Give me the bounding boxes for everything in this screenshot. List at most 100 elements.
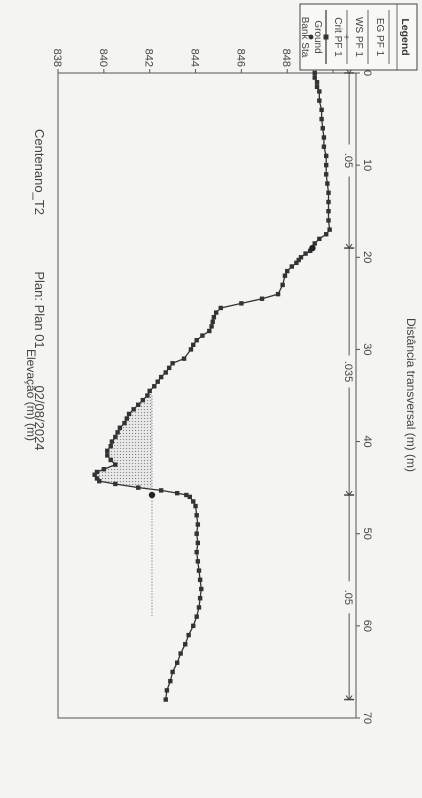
water-fill bbox=[94, 390, 152, 488]
ground-point-8 bbox=[320, 126, 325, 131]
ground-point-31 bbox=[282, 273, 288, 278]
ground-point-99 bbox=[174, 660, 180, 665]
ground-point-77 bbox=[158, 488, 164, 493]
ground-point-48 bbox=[166, 365, 172, 371]
ground-point-37 bbox=[213, 310, 219, 315]
ground-point-30 bbox=[285, 268, 290, 274]
ground-point-75 bbox=[113, 481, 118, 487]
ground-point-60 bbox=[122, 420, 127, 426]
title-middle: Plan: Plan 01 bbox=[32, 271, 47, 348]
ground-point-45 bbox=[188, 347, 194, 352]
ground-point-40 bbox=[209, 324, 214, 329]
ground-point-97 bbox=[183, 642, 188, 647]
ground-point-101 bbox=[168, 678, 173, 684]
ground-point-55 bbox=[140, 397, 146, 403]
legend-eg-label: EG PF 1 bbox=[374, 18, 385, 57]
manning-label-1: .035 bbox=[342, 361, 354, 382]
ground-point-83 bbox=[194, 513, 199, 518]
ground-point-52 bbox=[152, 384, 157, 389]
ground-point-80 bbox=[187, 494, 193, 500]
legend-ground-marker bbox=[323, 34, 329, 40]
ground-point-2 bbox=[314, 80, 320, 85]
bank-station-1 bbox=[148, 491, 156, 499]
ground-point-67 bbox=[105, 453, 110, 458]
ground-point-44 bbox=[191, 342, 196, 348]
ground-point-89 bbox=[196, 568, 202, 573]
ground-point-43 bbox=[194, 338, 199, 343]
ground-point-103 bbox=[163, 697, 168, 702]
ground-point-84 bbox=[195, 522, 201, 527]
ground-point-3 bbox=[314, 84, 320, 90]
ground-point-94 bbox=[194, 614, 199, 619]
ground-point-65 bbox=[108, 443, 113, 449]
ground-point-68 bbox=[108, 457, 113, 463]
x-tick-label-1: 10 bbox=[361, 159, 373, 171]
ground-point-58 bbox=[126, 411, 132, 417]
ground-point-20 bbox=[324, 232, 329, 237]
legend-title: Legend bbox=[399, 18, 411, 55]
axis-ticks: 010203040506070838840842844846848850 bbox=[51, 49, 373, 724]
manning-label-0: .05 bbox=[342, 153, 354, 168]
ground-point-87 bbox=[194, 549, 199, 555]
manning-arrow-2 bbox=[345, 490, 353, 496]
y-tick-label-0: 838 bbox=[51, 49, 63, 67]
ground-point-59 bbox=[124, 416, 129, 421]
ground-point-72 bbox=[92, 472, 97, 477]
ground-point-7 bbox=[319, 116, 324, 122]
ground-point-81 bbox=[191, 499, 196, 504]
ground-point-85 bbox=[194, 531, 199, 536]
ground-point-102 bbox=[164, 688, 170, 693]
ground-point-100 bbox=[170, 669, 175, 675]
ground-point-64 bbox=[109, 439, 115, 444]
manning-label-2: .05 bbox=[342, 590, 354, 605]
plot-area bbox=[57, 72, 357, 719]
ground-point-54 bbox=[145, 393, 150, 398]
y-tick-label-1: 840 bbox=[97, 49, 109, 67]
legend-crit-label: Crit PF 1 bbox=[332, 17, 343, 57]
legend-bank-label: Bank Sta bbox=[299, 17, 310, 58]
ground-point-50 bbox=[158, 374, 164, 380]
manning-arrow-1 bbox=[345, 243, 353, 249]
ground-point-56 bbox=[136, 402, 141, 407]
ground-point-42 bbox=[200, 333, 205, 338]
ground-point-15 bbox=[326, 190, 331, 195]
ground-point-63 bbox=[113, 434, 118, 440]
x-tick-label-3: 30 bbox=[361, 343, 373, 355]
ground-point-91 bbox=[199, 586, 204, 592]
ground-line bbox=[93, 73, 331, 700]
legend-ground-label: Ground bbox=[312, 20, 323, 53]
ground-point-11 bbox=[324, 153, 329, 159]
legend-crit-marker: + bbox=[340, 34, 351, 40]
manning-arrow-3 bbox=[345, 695, 353, 701]
x-axis-label: Distância transversal (m) (m) bbox=[404, 318, 418, 472]
bank-station-0 bbox=[309, 244, 316, 252]
ground-point-14 bbox=[325, 181, 330, 186]
ground-point-35 bbox=[239, 301, 244, 306]
ground-point-96 bbox=[186, 632, 191, 638]
ground-point-1 bbox=[312, 75, 317, 80]
ground-point-22 bbox=[312, 241, 317, 246]
ground-point-6 bbox=[319, 107, 324, 113]
ground-point-5 bbox=[317, 98, 322, 103]
x-tick-label-7: 70 bbox=[361, 712, 373, 724]
x-tick-label-6: 60 bbox=[361, 620, 373, 632]
y-axis-label: Elevação (m) (m) bbox=[24, 349, 38, 441]
ground-point-10 bbox=[321, 144, 327, 149]
ground-point-36 bbox=[218, 305, 223, 311]
ground-point-62 bbox=[115, 430, 120, 435]
ground-point-28 bbox=[294, 260, 299, 266]
chart-title: Centenano_T2 Plan: Plan 01 02/08/2024 bbox=[32, 129, 47, 451]
ground-point-49 bbox=[163, 370, 168, 375]
legend-bank-marker bbox=[308, 34, 314, 40]
ground-point-32 bbox=[280, 282, 285, 288]
title-right: 02/08/2024 bbox=[32, 385, 47, 450]
data-layer bbox=[92, 70, 332, 702]
y-tick-label-5: 848 bbox=[280, 49, 292, 67]
ground-point-4 bbox=[317, 89, 322, 94]
ground-point-16 bbox=[326, 199, 331, 205]
ground-point-78 bbox=[174, 490, 180, 496]
ground-point-61 bbox=[117, 425, 123, 430]
ground-point-93 bbox=[196, 605, 202, 610]
ground-point-70 bbox=[101, 467, 107, 472]
